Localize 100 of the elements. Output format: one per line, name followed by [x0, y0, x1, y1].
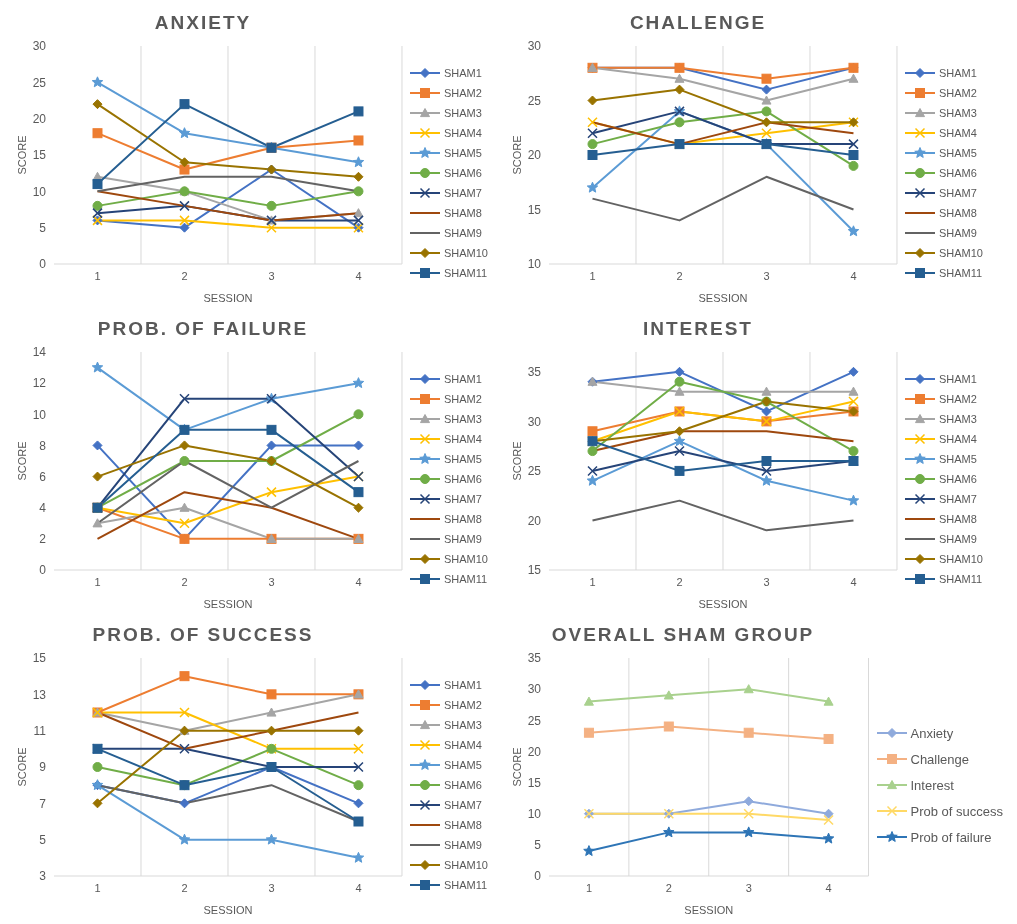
- legend-label: Prob of success: [910, 803, 1003, 819]
- chart-title: PROB. OF SUCCESS: [91, 623, 315, 647]
- y-axis-title: SCORE: [510, 747, 523, 787]
- x-tick-label: 4: [825, 881, 832, 894]
- x-axis-title: SESSION: [698, 598, 748, 610]
- y-tick-label: 25: [527, 93, 542, 108]
- legend-label: SHAM1: [938, 67, 977, 79]
- legend-label: Anxiety: [910, 725, 954, 741]
- x-tick-label: 3: [268, 575, 275, 588]
- y-tick-label: 12: [32, 376, 47, 391]
- y-tick-label: 20: [527, 148, 542, 163]
- legend-label: SHAM4: [443, 739, 482, 751]
- y-tick-label: 15: [32, 651, 47, 666]
- y-tick-label: 15: [527, 563, 542, 578]
- legend-label: SHAM10: [443, 247, 488, 259]
- legend-label: SHAM3: [443, 719, 482, 731]
- y-tick-label: 5: [39, 220, 47, 235]
- legend-label: SHAM3: [938, 413, 977, 425]
- y-tick-label: 20: [527, 744, 542, 759]
- y-tick-label: 9: [39, 760, 47, 775]
- y-tick-label: 25: [527, 713, 542, 728]
- y-tick-label: 15: [527, 775, 542, 790]
- y-tick-label: 4: [39, 500, 47, 515]
- x-tick-label: 4: [355, 575, 362, 588]
- x-axis-title: SESSION: [203, 598, 253, 610]
- chart-title: CHALLENGE: [628, 11, 768, 35]
- legend-label: SHAM6: [938, 167, 977, 179]
- legend-label: SHAM3: [443, 413, 482, 425]
- y-tick-label: 11: [33, 723, 47, 738]
- x-tick-label: 3: [763, 269, 770, 282]
- y-tick-label: 30: [527, 414, 542, 429]
- legend-label: Prob of failure: [910, 829, 992, 845]
- y-axis-title: SCORE: [510, 441, 523, 481]
- x-tick-label: 3: [763, 575, 770, 588]
- legend-label: SHAM1: [443, 373, 482, 385]
- y-tick-label: 8: [39, 438, 47, 453]
- x-tick-label: 4: [850, 575, 857, 588]
- y-tick-label: 15: [527, 202, 542, 217]
- legend-label: SHAM11: [443, 267, 488, 279]
- y-tick-label: 20: [32, 111, 47, 126]
- x-tick-label: 1: [585, 881, 592, 894]
- y-tick-label: 25: [527, 464, 542, 479]
- x-tick-label: 3: [745, 881, 752, 894]
- y-axis-title: SCORE: [15, 441, 28, 481]
- legend-label: SHAM2: [443, 393, 482, 405]
- legend-label: SHAM2: [938, 393, 977, 405]
- legend-label: SHAM9: [443, 839, 482, 851]
- y-tick-label: 30: [527, 39, 542, 54]
- y-tick-label: 30: [527, 682, 542, 697]
- y-tick-label: 6: [39, 469, 47, 484]
- legend-label: SHAM9: [443, 533, 482, 545]
- legend-label: SHAM10: [443, 859, 488, 871]
- chart-title: OVERALL SHAM GROUP: [550, 623, 816, 647]
- legend-label: SHAM4: [443, 433, 482, 445]
- y-tick-label: 30: [32, 39, 47, 54]
- y-tick-label: 10: [32, 184, 47, 199]
- legend-label: SHAM1: [443, 679, 482, 691]
- x-tick-label: 3: [268, 881, 275, 894]
- x-tick-label: 1: [94, 575, 101, 588]
- chart-title: ANXIETY: [153, 11, 253, 35]
- legend-label: Challenge: [910, 751, 970, 767]
- x-tick-label: 1: [94, 269, 101, 282]
- x-tick-label: 2: [676, 269, 683, 282]
- x-tick-label: 4: [850, 269, 857, 282]
- legend-label: SHAM9: [938, 227, 977, 239]
- x-axis-title: SESSION: [203, 292, 253, 304]
- x-tick-label: 2: [181, 881, 188, 894]
- legend-label: SHAM10: [938, 553, 983, 565]
- legend-label: SHAM5: [938, 453, 977, 465]
- legend-label: SHAM11: [443, 879, 488, 891]
- legend-label: SHAM2: [443, 699, 482, 711]
- legend-label: SHAM4: [938, 433, 977, 445]
- x-tick-label: 4: [355, 881, 362, 894]
- x-tick-label: 2: [665, 881, 672, 894]
- legend-label: SHAM3: [938, 107, 977, 119]
- legend-label: SHAM8: [938, 207, 977, 219]
- x-axis-title: SESSION: [203, 904, 253, 916]
- legend-label: SHAM6: [443, 779, 482, 791]
- legend-label: SHAM11: [443, 573, 488, 585]
- y-tick-label: 0: [534, 869, 542, 884]
- chart-title: INTEREST: [642, 317, 754, 341]
- legend-label: Interest: [910, 777, 954, 793]
- y-tick-label: 35: [527, 651, 542, 666]
- y-tick-label: 7: [39, 796, 47, 811]
- y-tick-label: 0: [39, 563, 47, 578]
- x-tick-label: 1: [94, 881, 101, 894]
- y-axis-title: SCORE: [15, 747, 28, 787]
- legend-label: SHAM5: [938, 147, 977, 159]
- y-tick-label: 5: [39, 832, 47, 847]
- legend-label: SHAM1: [938, 373, 977, 385]
- x-tick-label: 2: [181, 269, 188, 282]
- y-tick-label: 20: [527, 513, 542, 528]
- x-tick-label: 3: [268, 269, 275, 282]
- legend-label: SHAM1: [443, 67, 482, 79]
- legend-label: SHAM7: [443, 493, 482, 505]
- legend-label: SHAM4: [443, 127, 482, 139]
- y-tick-label: 14: [32, 345, 47, 360]
- y-axis-title: SCORE: [510, 135, 523, 175]
- legend-label: SHAM10: [938, 247, 983, 259]
- legend-label: SHAM8: [443, 513, 482, 525]
